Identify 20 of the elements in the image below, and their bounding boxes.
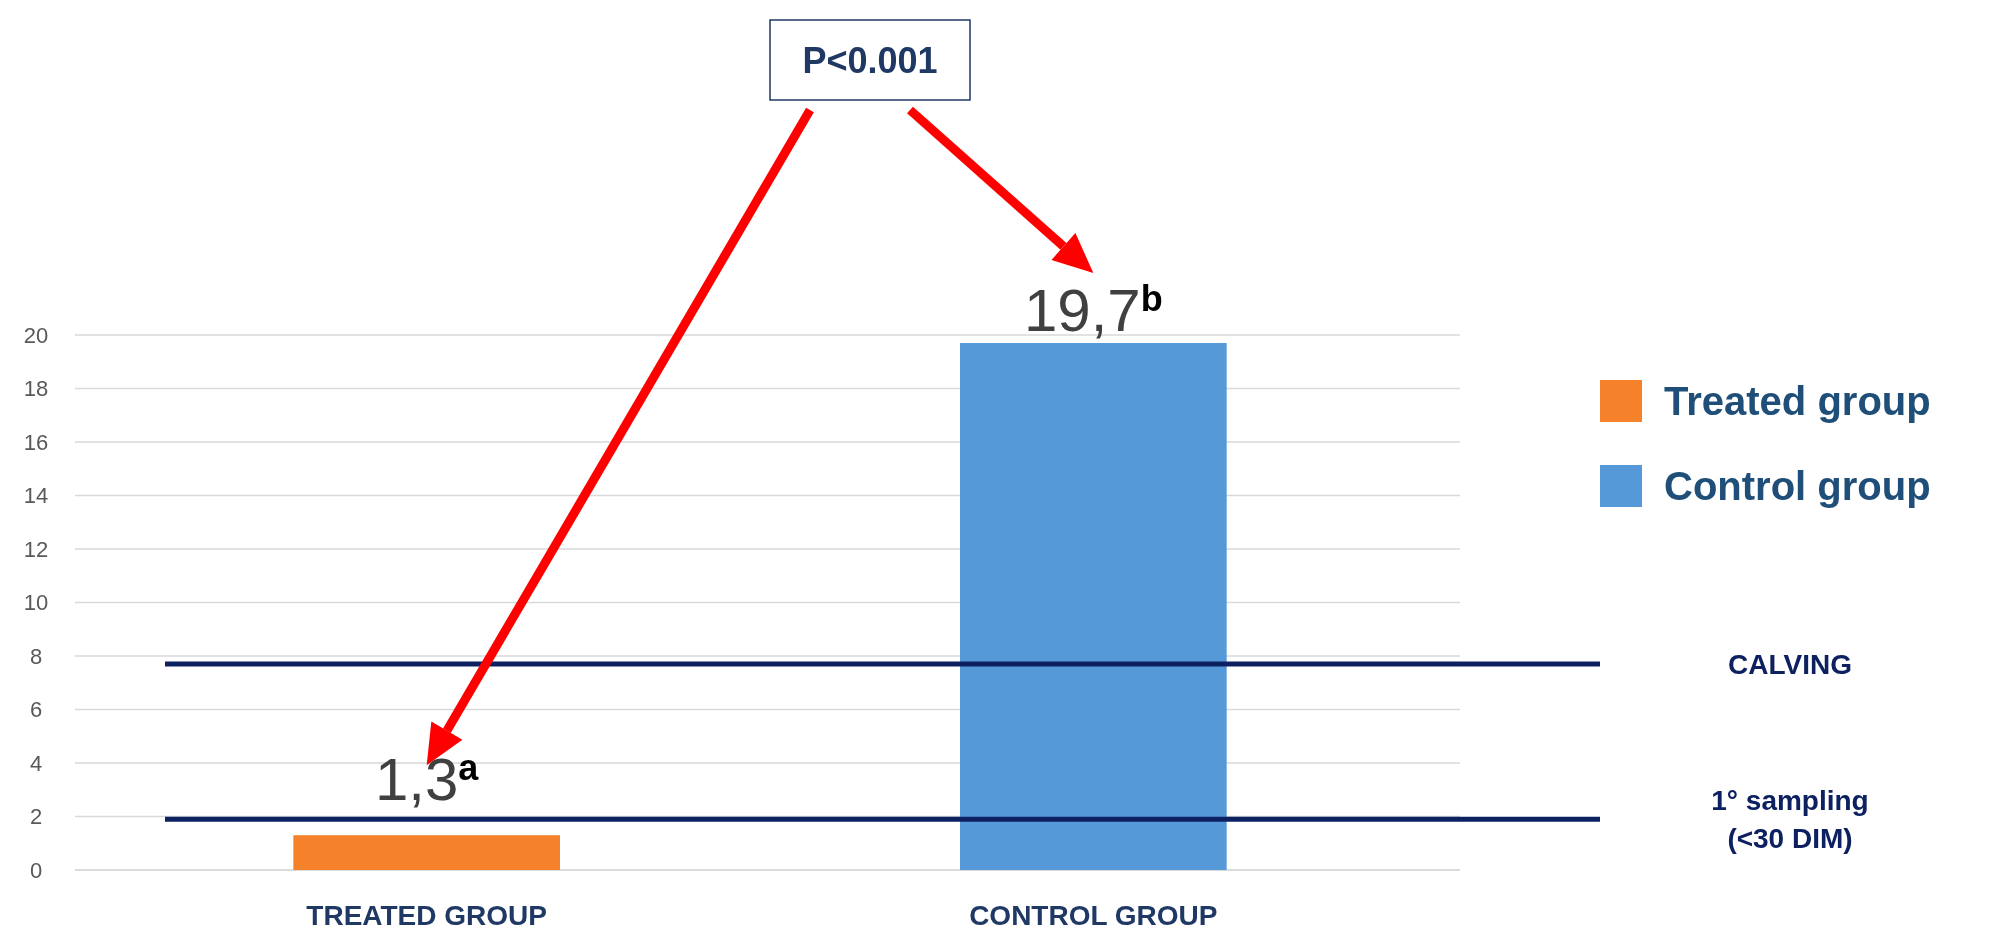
- y-tick-label: 8: [29, 643, 43, 669]
- y-tick-label: 16: [23, 429, 49, 455]
- y-tick-label: 4: [29, 750, 43, 776]
- y-tick-label: 2: [29, 804, 43, 830]
- x-tick-label: TREATED GROUP: [306, 900, 547, 931]
- y-tick-label: 18: [23, 376, 49, 402]
- y-tick-label: 0: [29, 857, 43, 883]
- y-tick-label: 20: [23, 322, 49, 348]
- legend-label: Control group: [1664, 464, 1931, 508]
- y-tick-label: 6: [29, 697, 43, 723]
- ref-line-label: 1° sampling (<30 DIM): [1711, 784, 1869, 854]
- y-tick-label: 10: [23, 590, 49, 616]
- y-tick-label: 14: [23, 483, 49, 509]
- data-label: 1,3$^{a}$: [374, 746, 480, 814]
- y-tick-label: 12: [23, 536, 49, 562]
- legend-label: Treated group: [1664, 379, 1931, 423]
- data-label: 19,7$^{b}$: [1023, 277, 1163, 345]
- text: P<0.001: [802, 39, 938, 81]
- x-tick-label: CONTROL GROUP: [969, 900, 1218, 931]
- ref-line-label: CALVING: [1728, 648, 1852, 680]
